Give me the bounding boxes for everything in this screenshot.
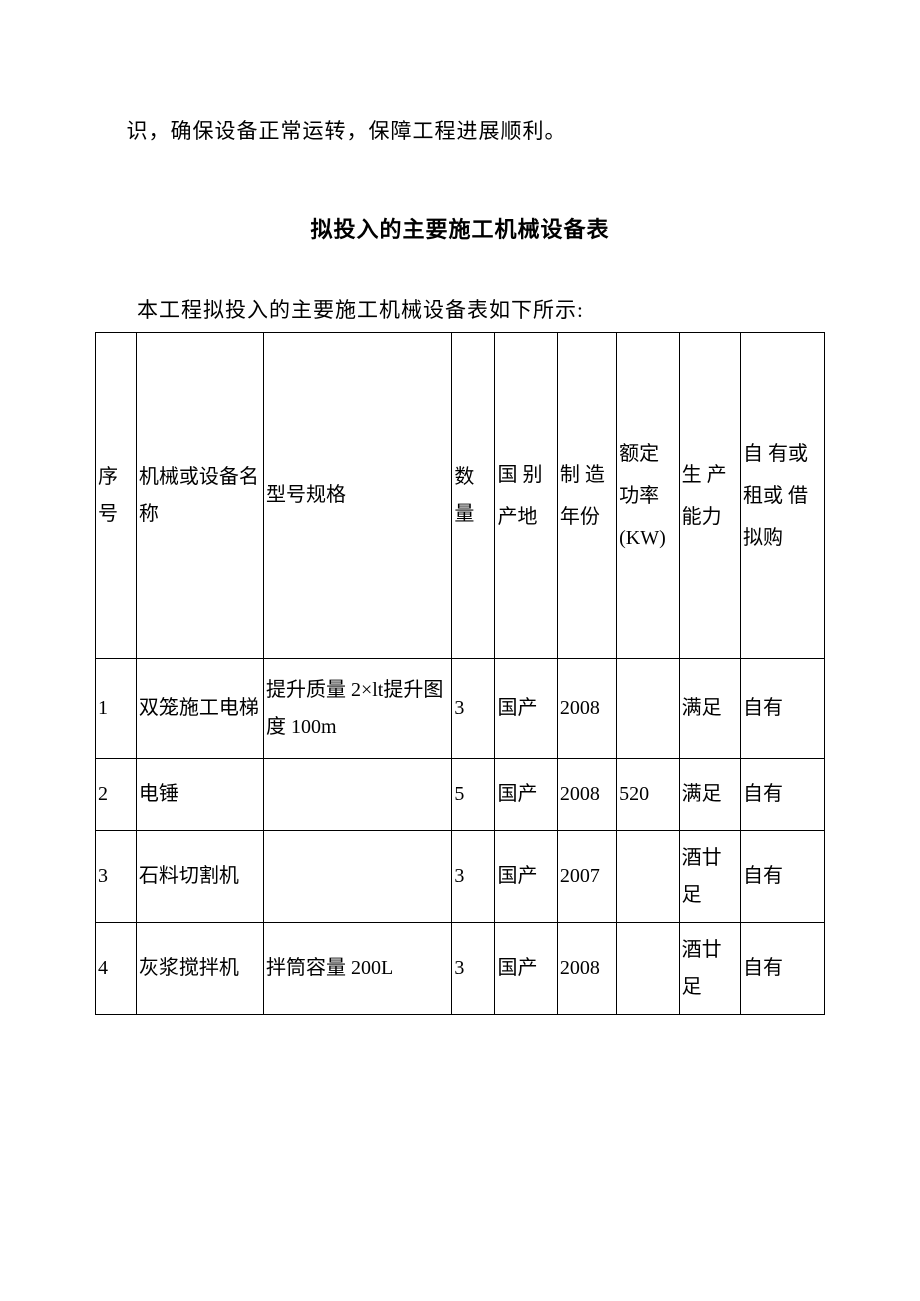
cell-seq: 4 xyxy=(96,923,137,1015)
cell-qty: 3 xyxy=(452,831,495,923)
cell-year: 2008 xyxy=(557,923,616,1015)
cell-year: 2008 xyxy=(557,659,616,759)
cell-qty: 3 xyxy=(452,659,495,759)
header-seq: 序号 xyxy=(96,333,137,659)
cell-name: 石料切割机 xyxy=(136,831,263,923)
equipment-table: 序号 机械或设备名称 型号规格 数量 国 别产地 制 造年份 额定功率(KW) … xyxy=(95,332,825,1015)
header-origin: 国 别产地 xyxy=(495,333,557,659)
cell-model: 拌筒容量 200L xyxy=(263,923,451,1015)
cell-ownership: 自有 xyxy=(740,759,824,831)
cell-capacity: 满足 xyxy=(679,659,740,759)
cell-power xyxy=(617,923,679,1015)
table-subtitle: 本工程拟投入的主要施工机械设备表如下所示: xyxy=(95,294,825,324)
cell-seq: 1 xyxy=(96,659,137,759)
table-row: 1 双笼施工电梯 提升质量 2×lt提升图度 100m 3 国产 2008 满足… xyxy=(96,659,825,759)
cell-capacity: 酒廿足 xyxy=(679,831,740,923)
table-header-row: 序号 机械或设备名称 型号规格 数量 国 别产地 制 造年份 额定功率(KW) … xyxy=(96,333,825,659)
cell-year: 2008 xyxy=(557,759,616,831)
header-ownership: 自 有或 租或 借拟购 xyxy=(740,333,824,659)
cell-model xyxy=(263,759,451,831)
cell-qty: 5 xyxy=(452,759,495,831)
cell-name: 灰浆搅拌机 xyxy=(136,923,263,1015)
cell-origin: 国产 xyxy=(495,923,557,1015)
cell-power: 520 xyxy=(617,759,679,831)
cell-origin: 国产 xyxy=(495,831,557,923)
cell-model: 提升质量 2×lt提升图度 100m xyxy=(263,659,451,759)
cell-origin: 国产 xyxy=(495,659,557,759)
cell-ownership: 自有 xyxy=(740,831,824,923)
cell-seq: 2 xyxy=(96,759,137,831)
cell-origin: 国产 xyxy=(495,759,557,831)
table-row: 4 灰浆搅拌机 拌筒容量 200L 3 国产 2008 酒廿足 自有 xyxy=(96,923,825,1015)
header-model: 型号规格 xyxy=(263,333,451,659)
cell-qty: 3 xyxy=(452,923,495,1015)
cell-year: 2007 xyxy=(557,831,616,923)
header-year: 制 造年份 xyxy=(557,333,616,659)
header-capacity: 生 产能力 xyxy=(679,333,740,659)
cell-capacity: 满足 xyxy=(679,759,740,831)
cell-name: 电锤 xyxy=(136,759,263,831)
cell-power xyxy=(617,659,679,759)
cell-ownership: 自有 xyxy=(740,923,824,1015)
cell-capacity: 酒廿足 xyxy=(679,923,740,1015)
cell-name: 双笼施工电梯 xyxy=(136,659,263,759)
header-name: 机械或设备名称 xyxy=(136,333,263,659)
cell-ownership: 自有 xyxy=(740,659,824,759)
cell-model xyxy=(263,831,451,923)
header-qty: 数量 xyxy=(452,333,495,659)
cell-power xyxy=(617,831,679,923)
table-row: 3 石料切割机 3 国产 2007 酒廿足 自有 xyxy=(96,831,825,923)
intro-paragraph: 识，确保设备正常运转，保障工程进展顺利。 xyxy=(95,108,825,154)
cell-seq: 3 xyxy=(96,831,137,923)
table-row: 2 电锤 5 国产 2008 520 满足 自有 xyxy=(96,759,825,831)
page-title: 拟投入的主要施工机械设备表 xyxy=(95,212,825,244)
header-power: 额定功率(KW) xyxy=(617,333,679,659)
